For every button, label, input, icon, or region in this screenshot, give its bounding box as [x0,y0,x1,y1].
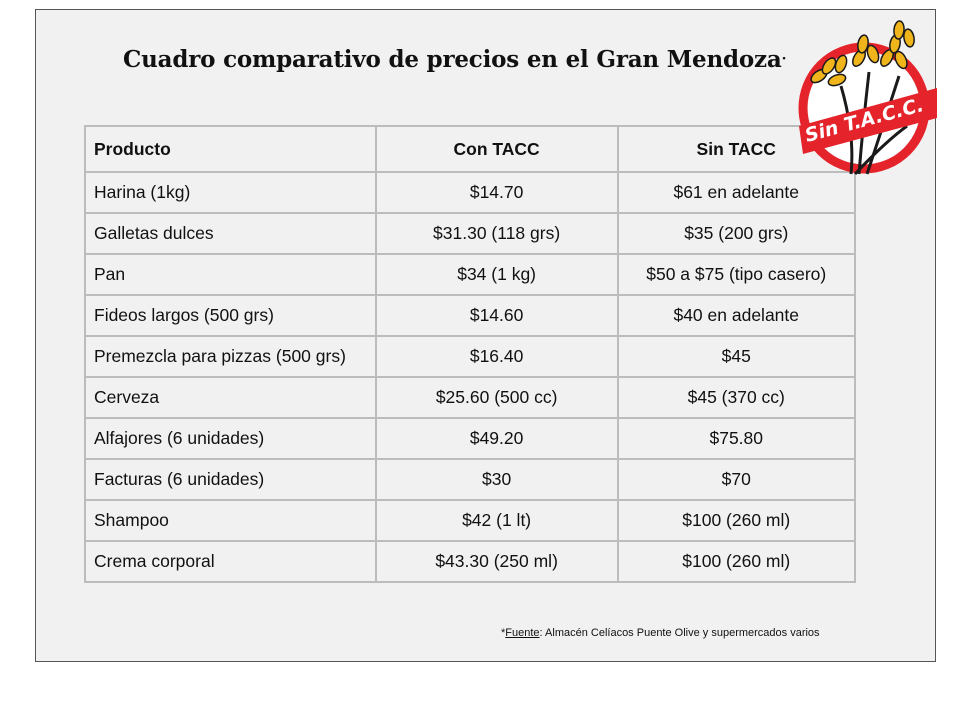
cell-con-tacc: $34 (1 kg) [374,253,619,296]
table-row: Crema corporal $43.30 (250 ml) $100 (260 m… [84,540,856,583]
cell-con-tacc: $49.20 [374,417,619,460]
cell-sin-tacc: $70 [616,458,856,501]
table-row: Premezcla para pizzas (500 grs) $16.40 $45 [84,335,856,378]
table-header-row: Producto Con TACC Sin TACC [84,125,856,173]
cell-sin-tacc: $35 (200 grs) [616,212,856,255]
cell-sin-tacc: $61 en adelante [616,171,856,214]
cell-product: Galletas dulces [84,212,377,255]
table-row: Galletas dulces $31.30 (118 grs) $35 (200 … [84,212,856,255]
cell-sin-tacc: $75.80 [616,417,856,460]
table-body: Harina (1kg) $14.70 $61 en adelante Galleta… [84,171,856,583]
sin-tacc-logo: Sin T.A.C.C. [798,20,937,176]
cell-con-tacc: $42 (1 lt) [374,499,619,542]
cell-sin-tacc: $45 (370 cc) [616,376,856,419]
source-note: *Fuente: Almacén Celíacos Puente Olive y… [501,627,820,639]
cell-con-tacc: $30 [374,458,619,501]
cell-product: Pan [84,253,377,296]
table-row: Alfajores (6 unidades) $49.20 $75.80 [84,417,856,460]
cell-product: Cerveza [84,376,377,419]
cell-product: Crema corporal [84,540,377,583]
page-title: Cuadro comparativo de precios en el Gran… [123,46,786,73]
table-row: Shampoo $42 (1 lt) $100 (260 ml) [84,499,856,542]
table-row: Cerveza $25.60 (500 cc) $45 (370 cc) [84,376,856,419]
source-label: Fuente [505,627,540,639]
wheat-icon [810,20,915,176]
table-row: Pan $34 (1 kg) $50 a $75 (tipo casero) [84,253,856,296]
cell-product: Harina (1kg) [84,171,377,214]
table-row: Fideos largos (500 grs) $14.60 $40 en adel… [84,294,856,337]
cell-sin-tacc: $100 (260 ml) [616,540,856,583]
cell-product: Facturas (6 unidades) [84,458,377,501]
cell-sin-tacc: $100 (260 ml) [616,499,856,542]
column-header-con-tacc: Con TACC [374,125,619,173]
document-page: Cuadro comparativo de precios en el Gran… [35,9,937,662]
price-comparison-table: Producto Con TACC Sin TACC Harina (1kg) $… [84,125,856,583]
cell-con-tacc: $14.70 [374,171,619,214]
cell-sin-tacc: $45 [616,335,856,378]
cell-con-tacc: $31.30 (118 grs) [374,212,619,255]
cell-product: Shampoo [84,499,377,542]
cell-con-tacc: $16.40 [374,335,619,378]
source-text: : Almacén Celíacos Puente Olive y superm… [539,627,820,639]
cell-con-tacc: $43.30 (250 ml) [374,540,619,583]
page-title-text: Cuadro comparativo de precios en el Gran… [123,46,782,73]
table-row: Facturas (6 unidades) $30 $70 [84,458,856,501]
table-row: Harina (1kg) $14.70 $61 en adelante [84,171,856,214]
cell-con-tacc: $25.60 (500 cc) [374,376,619,419]
cell-product: Premezcla para pizzas (500 grs) [84,335,377,378]
cell-product: Fideos largos (500 grs) [84,294,377,337]
cell-product: Alfajores (6 unidades) [84,417,377,460]
page-title-mark: · [781,51,787,67]
cell-sin-tacc: $50 a $75 (tipo casero) [616,253,856,296]
column-header-product: Producto [84,125,377,173]
source-prefix: * [501,627,506,639]
cell-con-tacc: $14.60 [374,294,619,337]
cell-sin-tacc: $40 en adelante [616,294,856,337]
